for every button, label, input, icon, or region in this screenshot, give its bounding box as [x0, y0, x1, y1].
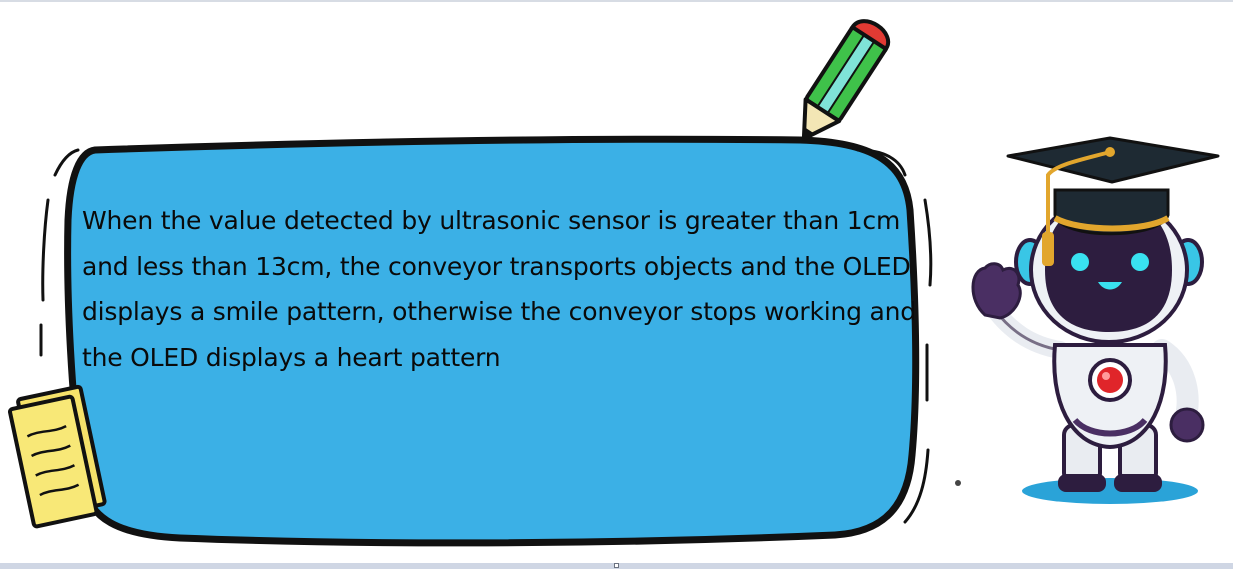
robot-graduate-icon — [971, 136, 1220, 504]
resize-handle[interactable] — [614, 563, 619, 568]
pencil-icon — [801, 19, 891, 141]
top-border — [0, 0, 1233, 2]
speech-bubble — [39, 135, 961, 547]
notepad-icon — [7, 384, 107, 529]
bubble-text: When the value detected by ultrasonic se… — [82, 206, 916, 372]
